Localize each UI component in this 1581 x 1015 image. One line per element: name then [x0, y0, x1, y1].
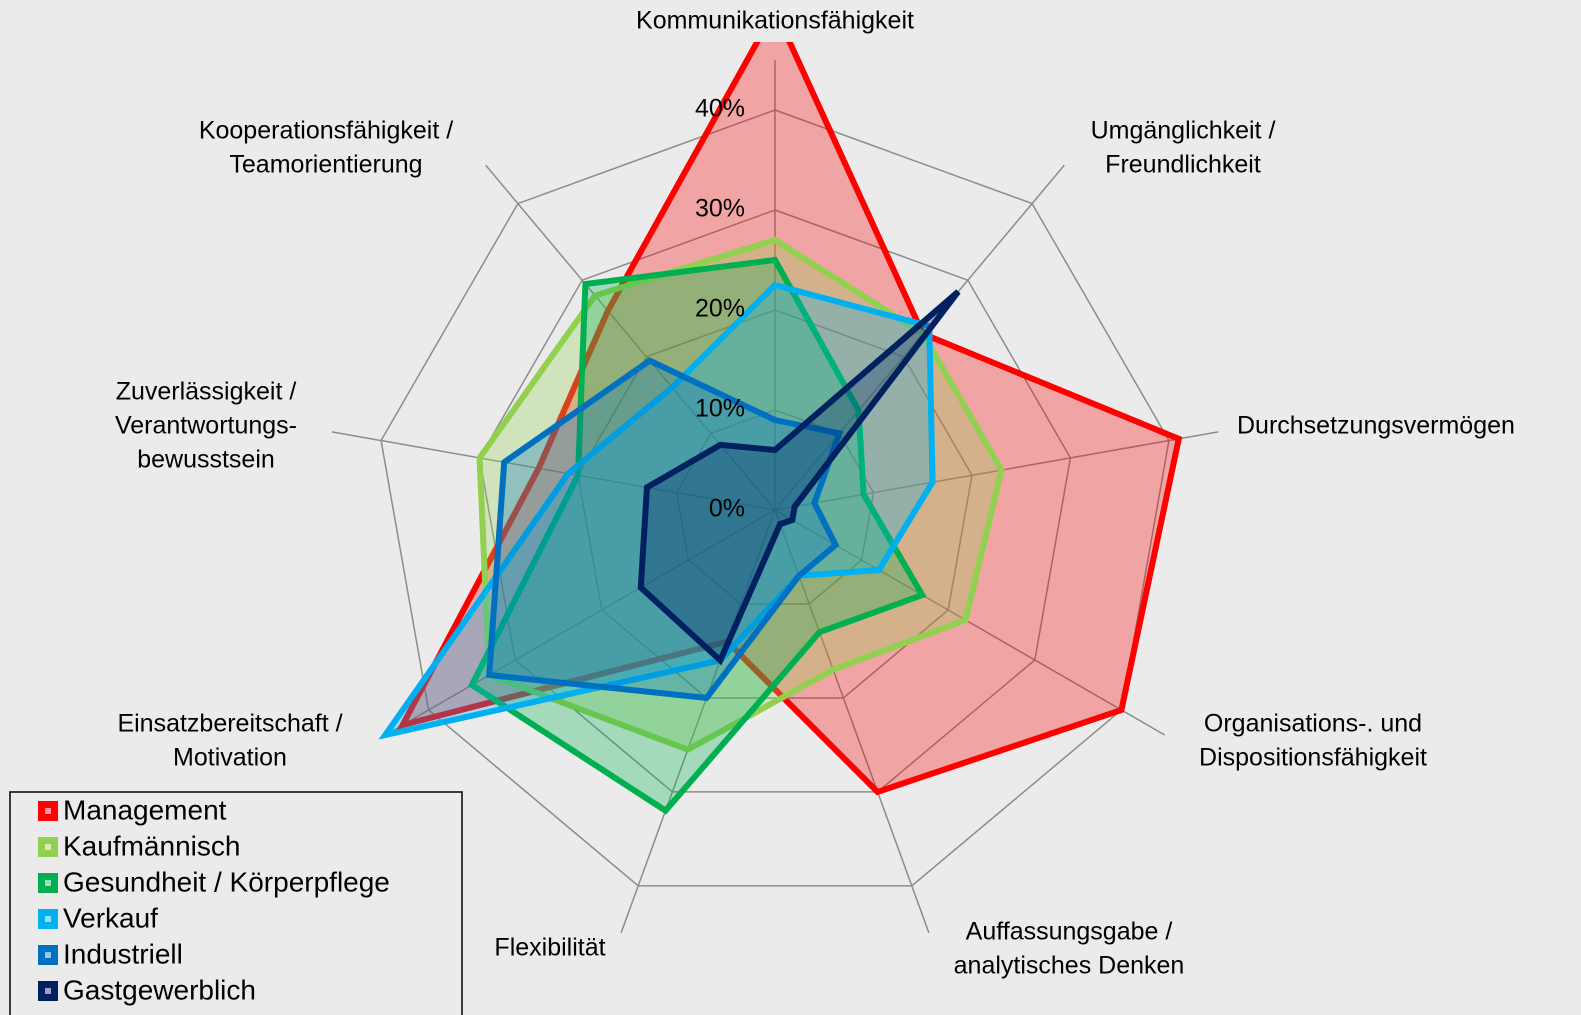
category-label: Motivation — [173, 744, 287, 772]
category-label: bewusstsein — [137, 446, 275, 474]
series-area — [637, 289, 961, 666]
legend-label: Gastgewerblich — [63, 974, 256, 1005]
axis-spoke — [774, 431, 1219, 511]
category-label: Auffassungsgabe / — [966, 918, 1173, 946]
category-label: Kommunikationsfähigkeit — [636, 7, 914, 35]
grid — [331, 60, 1219, 934]
legend-label: Verkauf — [63, 902, 158, 933]
category-label: Kooperationsfähigkeit / — [199, 117, 453, 145]
labels: 0% 10% 20% 30% 40% Kommunikationsfähigkeit Umg… — [115, 7, 1515, 980]
category-label: Flexibilität — [494, 934, 605, 962]
legend-label: Industriell — [63, 938, 183, 969]
legend-swatch-inner — [45, 988, 51, 994]
legend-swatch-inner — [45, 808, 51, 814]
category-label: Verantwortungs- — [115, 412, 297, 440]
legend-label: Kaufmännisch — [63, 830, 240, 861]
legend-swatch-inner — [45, 916, 51, 922]
category-label: Teamorientierung — [229, 151, 422, 179]
category-label: Umgänglichkeit / — [1091, 117, 1276, 145]
legend: Management Kaufmännisch Gesundheit / Körpe… — [9, 791, 463, 1015]
tick-label: 10% — [695, 395, 745, 423]
grid-ring — [577, 309, 973, 699]
axis-spoke — [774, 509, 930, 934]
legend-box — [9, 791, 463, 1015]
series-area — [378, 281, 936, 740]
tick-label: 40% — [695, 95, 745, 123]
grid-ring — [478, 209, 1072, 793]
grid-ring — [380, 109, 1170, 887]
category-label: Freundlichkeit — [1105, 151, 1261, 179]
legend-swatch-inner — [45, 844, 51, 850]
category-label: Einsatzbereitschaft / — [117, 710, 342, 738]
category-label: Dispositionsfähigkeit — [1199, 744, 1427, 772]
category-label: Durchsetzungsvermögen — [1237, 412, 1515, 440]
legend-swatch-inner — [45, 880, 51, 886]
axis-spoke — [384, 509, 776, 736]
legend-label: Management — [63, 794, 227, 825]
legend-label: Gesundheit / Körperpflege — [63, 866, 390, 897]
tick-label: 0% — [709, 495, 745, 523]
axis-spoke — [774, 509, 1166, 736]
axis-spoke — [485, 164, 776, 511]
axis-spoke — [620, 509, 776, 934]
category-label: Organisations-. und — [1204, 710, 1422, 738]
category-label: analytisches Denken — [954, 952, 1185, 980]
series-area — [396, 42, 1183, 796]
series-area — [467, 256, 927, 815]
legend-swatch-inner — [45, 952, 51, 958]
axis-spoke — [331, 431, 776, 511]
category-label: Zuverlässigkeit / — [116, 378, 297, 406]
tick-label: 20% — [695, 295, 745, 323]
tick-label: 30% — [695, 195, 745, 223]
plot-area — [378, 42, 1183, 815]
